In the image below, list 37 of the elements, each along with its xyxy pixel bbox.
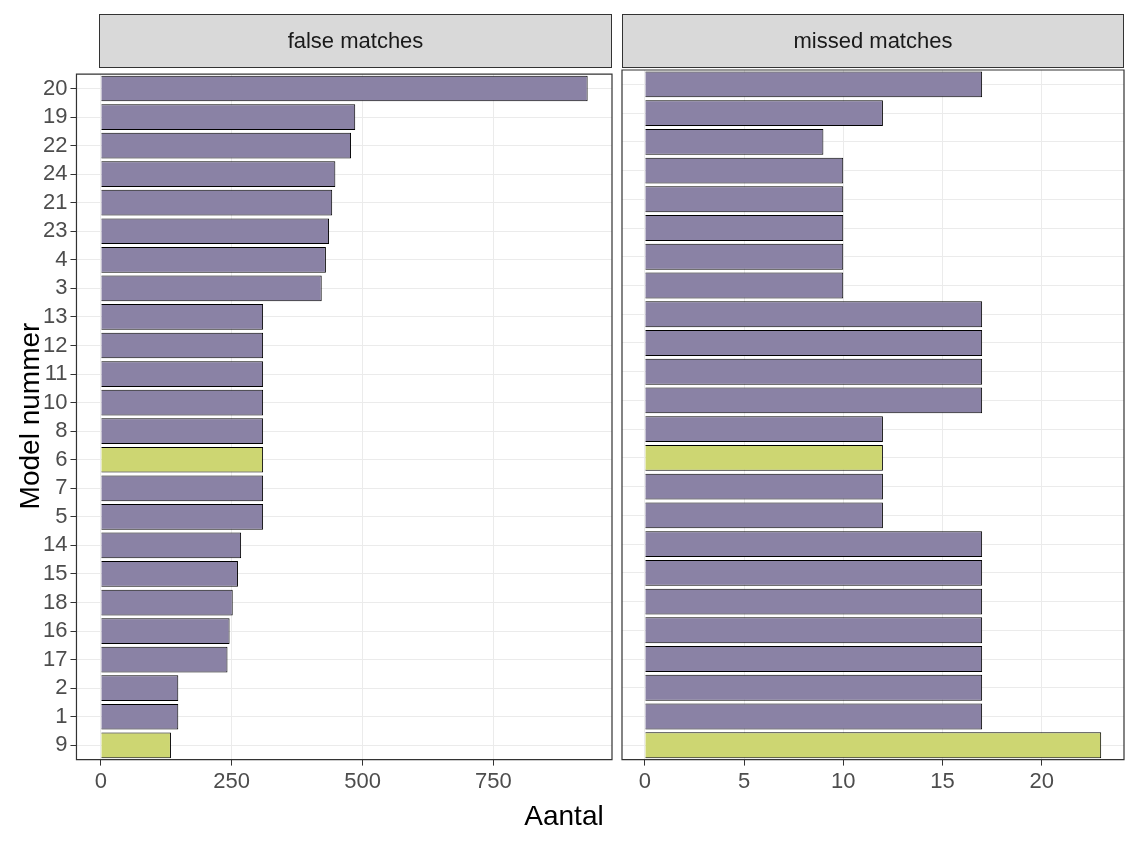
y-tick-label: 7 [55, 474, 68, 500]
chart-title: false matches [99, 14, 612, 68]
x-tick-label: 0 [94, 767, 107, 793]
y-axis-title: Model nummer [14, 322, 45, 512]
y-tick-label: 21 [42, 188, 68, 214]
x-tick-label: 5 [737, 767, 751, 793]
y-tick-label: 19 [42, 103, 68, 129]
y-tick-label: 1 [55, 702, 68, 728]
x-tick-label: 500 [344, 767, 381, 793]
y-tick-label: 12 [42, 331, 68, 357]
x-axis-title: Aantal [523, 800, 605, 832]
y-tick-label: 24 [42, 160, 68, 186]
y-tick-label: 16 [42, 617, 68, 643]
y-tick-label: 5 [55, 502, 68, 528]
y-tick-label: 14 [42, 531, 68, 557]
chart-title: missed matches [622, 14, 1124, 68]
y-tick-label: 15 [42, 560, 68, 586]
y-tick-label: 23 [42, 217, 68, 243]
y-tick-label: 8 [55, 417, 68, 443]
x-tick-label: 750 [475, 767, 512, 793]
x-tick-label: 0 [638, 767, 651, 793]
x-tick-label: 15 [930, 767, 955, 793]
y-tick-label: 22 [42, 131, 68, 157]
x-tick-label: 250 [213, 767, 251, 793]
y-tick-label: 2 [55, 674, 68, 700]
y-tick-label: 6 [55, 445, 68, 471]
x-tick-label: 20 [1029, 767, 1054, 793]
y-tick-label: 17 [42, 645, 68, 671]
y-tick-label: 20 [42, 74, 68, 100]
y-tick-label: 9 [55, 731, 68, 757]
y-tick-label: 13 [42, 303, 68, 329]
y-tick-label: 10 [42, 388, 68, 414]
x-tick-label: 10 [830, 767, 856, 793]
y-tick-label: 3 [55, 274, 68, 300]
y-tick-label: 4 [55, 245, 68, 271]
y-tick-label: 18 [42, 588, 68, 614]
y-tick-label: 11 [44, 360, 68, 386]
